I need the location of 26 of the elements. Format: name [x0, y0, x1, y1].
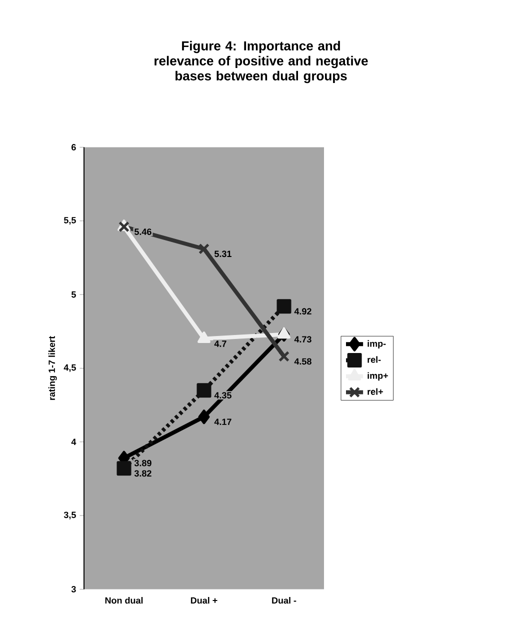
data-label: 3.82 — [134, 470, 152, 477]
y-tick-label: 5 — [71, 291, 76, 298]
legend-label: imp+ — [368, 372, 388, 381]
chart-title: Figure 4: Importance and relevance of positive and negative bases between dual groups — [154, 40, 368, 84]
y-tick-label: 4,5 — [64, 364, 76, 372]
x-tick-label: Non dual — [105, 597, 143, 604]
data-label: 4.17 — [214, 418, 232, 425]
legend-label: rel- — [368, 356, 381, 363]
y-tick-label: 3,5 — [64, 512, 76, 520]
y-tick-label: 4 — [71, 438, 76, 445]
data-label: 4.73 — [294, 336, 312, 343]
data-label: 5.31 — [214, 250, 232, 258]
data-label: 5.46 — [134, 228, 152, 235]
data-label: 3.89 — [134, 460, 152, 466]
data-label: 4.35 — [214, 392, 232, 399]
y-axis-title: rating 1-7 likert — [48, 336, 57, 400]
legend-label: imp- — [368, 340, 386, 349]
data-label: 4.7 — [214, 340, 226, 347]
legend-label: rel+ — [368, 388, 383, 395]
data-label: 4.58 — [294, 358, 312, 365]
y-tick-label: 6 — [72, 144, 76, 150]
y-tick-label: 3 — [71, 586, 76, 592]
data-label: 4.92 — [294, 308, 312, 315]
x-tick-label: Dual - — [272, 597, 296, 604]
x-tick-label: Dual + — [190, 597, 218, 604]
y-tick-label: 5,5 — [64, 217, 76, 225]
